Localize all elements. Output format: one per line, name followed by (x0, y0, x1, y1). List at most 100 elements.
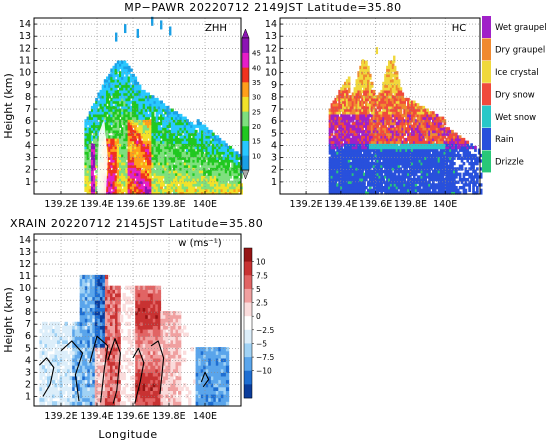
hc-cell (382, 113, 385, 118)
zhh-cell (129, 191, 133, 195)
hc-cell (384, 186, 387, 190)
hc-cell (372, 103, 376, 107)
hc-cell (389, 76, 393, 80)
zhh-cell (88, 124, 92, 128)
zhh-cell (185, 164, 189, 168)
hc-cell (380, 167, 383, 171)
hc-cell (367, 92, 370, 96)
hc-cell (439, 137, 443, 142)
zhh-cell (136, 116, 140, 120)
zhh-cell (177, 191, 181, 195)
hc-cell (328, 124, 332, 128)
x-tick-label: 139.8E (152, 199, 185, 210)
hc-legend-swatch (482, 38, 491, 61)
hc-cell (345, 100, 349, 104)
zhh-cell (112, 105, 116, 110)
zhh-cell (114, 97, 118, 102)
zhh-cell (138, 162, 142, 166)
hc-cell (388, 180, 391, 184)
zhh-cell (222, 156, 226, 160)
zhh-cell (86, 151, 90, 155)
hc-cell (355, 105, 359, 110)
hc-cell (416, 180, 420, 184)
zhh-cell (207, 191, 211, 195)
zhh-cell (123, 135, 127, 139)
zhh-cell (201, 153, 204, 158)
hc-cell (453, 148, 456, 152)
hc-cell (357, 129, 361, 134)
hc-cell (344, 137, 347, 142)
hc-cell (439, 183, 443, 187)
hc-cell (430, 148, 433, 152)
hc-cell (353, 140, 357, 144)
hc-cell (372, 100, 376, 104)
zhh-cell (211, 135, 215, 139)
hc-cell (363, 159, 366, 163)
hc-cell (357, 73, 361, 78)
hc-cell (443, 153, 447, 158)
zhh-cell (116, 172, 120, 176)
hc-cell (351, 97, 355, 102)
hc-cell (466, 183, 470, 187)
hc-cell (439, 121, 443, 126)
zhh-cell (119, 143, 122, 147)
hc-cell (456, 180, 460, 184)
hc-cell (455, 148, 458, 152)
zhh-cell (155, 164, 159, 168)
hc-cell (334, 186, 338, 190)
hc-cell (357, 108, 361, 112)
zhh-cell (86, 191, 90, 195)
zhh-cell (229, 188, 233, 192)
hc-cell (403, 124, 406, 128)
y-tick-label: 10 (19, 68, 31, 79)
hc-cell (414, 188, 418, 192)
zhh-cell (138, 145, 142, 150)
hc-cell (395, 81, 399, 86)
hc-cell (474, 175, 477, 179)
hc-cell (367, 167, 370, 171)
zhh-cell (116, 143, 120, 147)
hc-cell (359, 180, 362, 184)
zhh-cell (168, 111, 172, 115)
zhh-cell (185, 143, 189, 147)
zhh-cell (162, 183, 166, 187)
hc-cell (340, 113, 343, 118)
hc-cell (363, 111, 366, 115)
zhh-cell (131, 92, 135, 96)
hc-cell (451, 162, 454, 166)
hc-cell (397, 79, 401, 83)
zhh-cell (175, 124, 179, 128)
hc-cell (344, 111, 347, 115)
zhh-cell (142, 116, 146, 120)
hc-cell (376, 167, 380, 171)
hc-cell (388, 105, 391, 110)
zhh-cell (110, 186, 114, 190)
hc-cell (386, 100, 389, 104)
hc-cell (328, 162, 332, 166)
zhh-cell (149, 95, 153, 99)
hc-cell (447, 191, 450, 195)
hc-cell (389, 127, 393, 131)
hc-cell (411, 140, 414, 144)
zhh-cell (196, 151, 200, 155)
hc-cell (468, 188, 471, 192)
hc-cell (359, 111, 362, 115)
zhh-cell (205, 135, 209, 139)
hc-cell (445, 153, 449, 158)
hc-cell (424, 178, 427, 182)
zhh-cell (99, 119, 103, 123)
zhh-cell (93, 113, 96, 118)
zhh-cell (93, 119, 96, 123)
zhh-cell (214, 178, 217, 182)
hc-cell (388, 63, 391, 67)
zhh-cell (108, 103, 112, 107)
hc-cell (334, 143, 338, 147)
hc-cell (414, 105, 418, 110)
hc-cell (401, 140, 405, 144)
hc-cell (391, 68, 395, 72)
hc-cell (344, 124, 347, 128)
zhh-cell (119, 164, 122, 168)
hc-cell (397, 127, 401, 131)
hc-cell (344, 81, 347, 86)
hc-cell (401, 159, 405, 163)
